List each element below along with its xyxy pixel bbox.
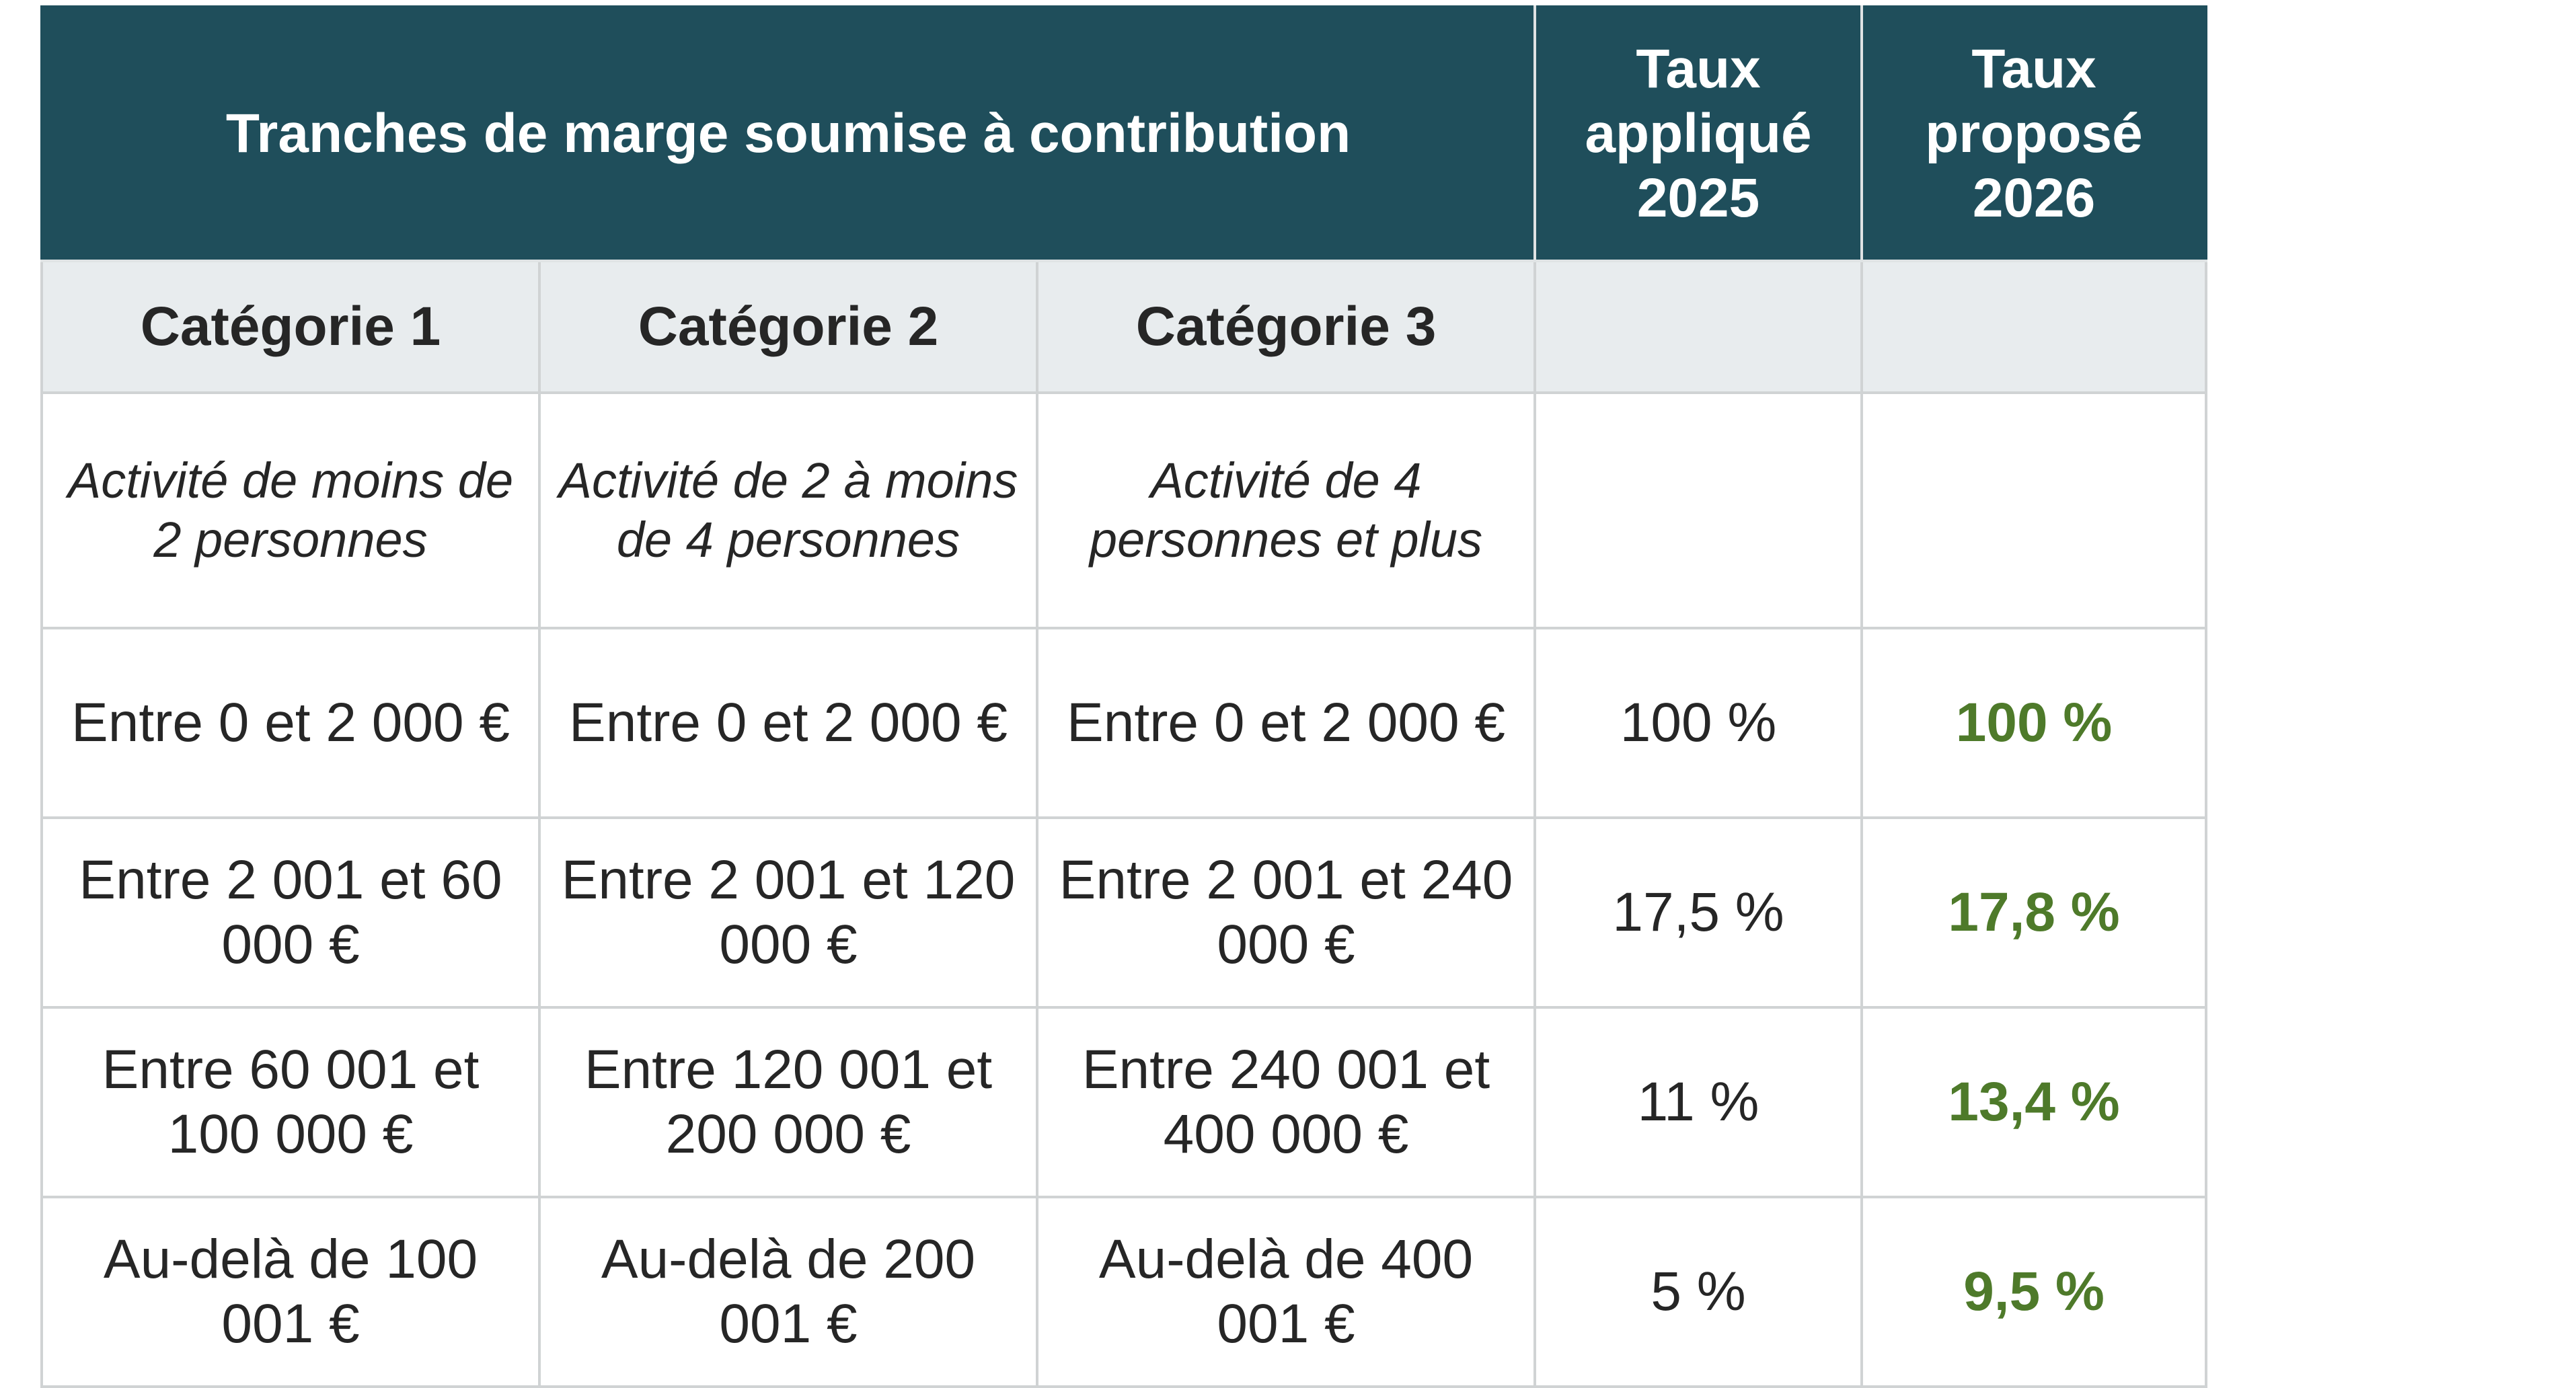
band-cat3: Entre 2 001 et 240 000 € xyxy=(1035,816,1537,1009)
header-taux-2026: Taux proposé 2026 xyxy=(1860,5,2208,262)
table-row: Au-delà de 100 001 € Au-delà de 200 001 … xyxy=(40,1196,2208,1388)
band-cat3: Entre 240 001 et 400 000 € xyxy=(1035,1006,1537,1198)
description-2: Activité de 2 à moins de 4 personnes xyxy=(538,391,1038,629)
table-row: Entre 60 001 et 100 000 € Entre 120 001 … xyxy=(40,1006,2208,1198)
band-cat2: Entre 0 et 2 000 € xyxy=(538,627,1038,819)
band-cat1: Au-delà de 100 001 € xyxy=(40,1196,541,1388)
band-cat2: Entre 120 001 et 200 000 € xyxy=(538,1006,1038,1198)
rate-2025: 17,5 % xyxy=(1533,816,1864,1009)
band-cat1: Entre 2 001 et 60 000 € xyxy=(40,816,541,1009)
band-cat1: Entre 0 et 2 000 € xyxy=(40,627,541,819)
category-empty-2025 xyxy=(1533,260,1864,394)
rate-2025: 11 % xyxy=(1533,1006,1864,1198)
header-row: Tranches de marge soumise à contribution… xyxy=(40,5,2208,262)
band-cat3: Au-delà de 400 001 € xyxy=(1035,1196,1537,1388)
rate-2025: 5 % xyxy=(1533,1196,1864,1388)
band-cat2: Au-delà de 200 001 € xyxy=(538,1196,1038,1388)
table-row: Entre 0 et 2 000 € Entre 0 et 2 000 € En… xyxy=(40,627,2208,819)
rate-2026: 17,8 % xyxy=(1860,816,2208,1009)
category-2: Catégorie 2 xyxy=(538,260,1038,394)
rate-2026: 13,4 % xyxy=(1860,1006,2208,1198)
band-cat3: Entre 0 et 2 000 € xyxy=(1035,627,1537,819)
category-1: Catégorie 1 xyxy=(40,260,541,394)
description-empty-2026 xyxy=(1860,391,2208,629)
header-taux-2025: Taux appliqué 2025 xyxy=(1533,5,1864,262)
category-3: Catégorie 3 xyxy=(1035,260,1537,394)
description-1: Activité de moins de 2 personnes xyxy=(40,391,541,629)
category-empty-2026 xyxy=(1860,260,2208,394)
rate-2025: 100 % xyxy=(1533,627,1864,819)
rate-2026: 9,5 % xyxy=(1860,1196,2208,1388)
contribution-rate-table: Tranches de marge soumise à contribution… xyxy=(40,5,2208,1388)
band-cat2: Entre 2 001 et 120 000 € xyxy=(538,816,1038,1009)
description-row: Activité de moins de 2 personnes Activit… xyxy=(40,391,2208,629)
band-cat1: Entre 60 001 et 100 000 € xyxy=(40,1006,541,1198)
rate-2026: 100 % xyxy=(1860,627,2208,819)
description-empty-2025 xyxy=(1533,391,1864,629)
header-tranches: Tranches de marge soumise à contribution xyxy=(40,5,1537,262)
category-row: Catégorie 1 Catégorie 2 Catégorie 3 xyxy=(40,260,2208,394)
description-3: Activité de 4 personnes et plus xyxy=(1035,391,1537,629)
table-row: Entre 2 001 et 60 000 € Entre 2 001 et 1… xyxy=(40,816,2208,1009)
